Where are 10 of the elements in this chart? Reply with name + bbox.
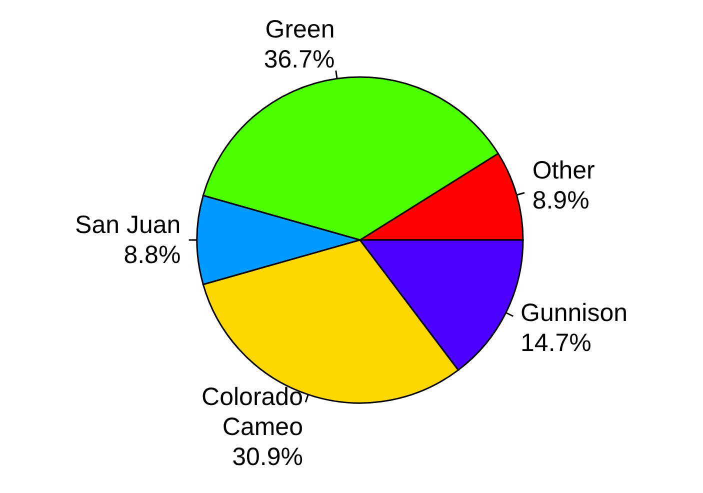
data-label: 8.8% <box>124 241 181 269</box>
data-label: 36.7% <box>264 46 335 74</box>
data-label: 30.9% <box>232 443 303 472</box>
slice-label: Other <box>532 156 595 185</box>
slice-label: San Juan <box>75 211 181 239</box>
slice-label: Colorado Cameo <box>202 383 303 442</box>
data-label: 8.9% <box>532 186 590 215</box>
slice-label: Green <box>265 16 335 44</box>
data-label: 14.7% <box>520 328 592 357</box>
slice-label: Gunnison <box>520 298 628 327</box>
